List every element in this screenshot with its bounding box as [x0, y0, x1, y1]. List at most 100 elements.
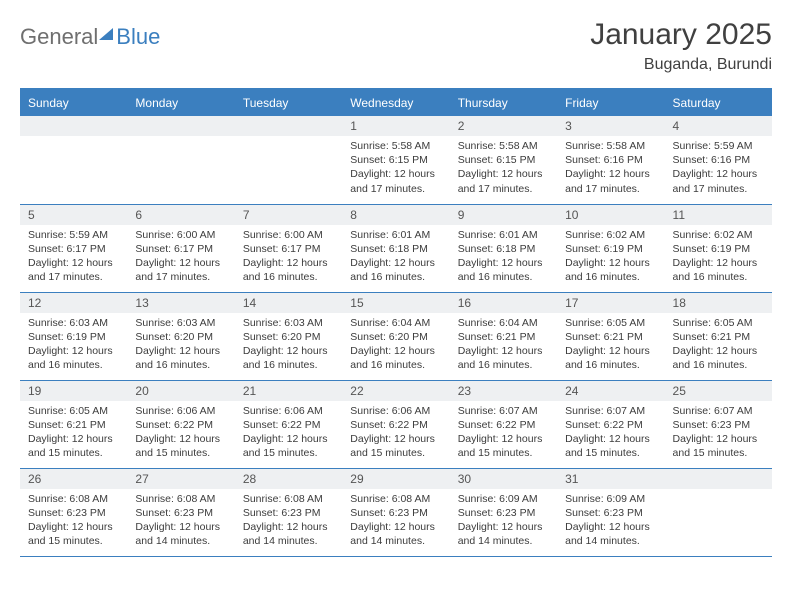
day-content: Sunrise: 6:08 AMSunset: 6:23 PMDaylight:…	[127, 489, 234, 555]
sunset-line: Sunset: 6:17 PM	[28, 242, 119, 256]
page-title: January 2025	[590, 18, 772, 52]
sunset-line: Sunset: 6:18 PM	[458, 242, 549, 256]
day-content: Sunrise: 6:09 AMSunset: 6:23 PMDaylight:…	[557, 489, 664, 555]
day-content: Sunrise: 6:03 AMSunset: 6:20 PMDaylight:…	[127, 313, 234, 379]
day-content: Sunrise: 6:01 AMSunset: 6:18 PMDaylight:…	[450, 225, 557, 291]
sunrise-line: Sunrise: 6:06 AM	[135, 404, 226, 418]
day-content: Sunrise: 5:59 AMSunset: 6:16 PMDaylight:…	[665, 136, 772, 202]
calendar-day: 15Sunrise: 6:04 AMSunset: 6:20 PMDayligh…	[342, 292, 449, 380]
day-number: 9	[450, 205, 557, 225]
daylight-line: Daylight: 12 hours and 17 minutes.	[135, 256, 226, 284]
calendar-day: 13Sunrise: 6:03 AMSunset: 6:20 PMDayligh…	[127, 292, 234, 380]
day-content: Sunrise: 6:04 AMSunset: 6:21 PMDaylight:…	[450, 313, 557, 379]
calendar-row: 12Sunrise: 6:03 AMSunset: 6:19 PMDayligh…	[20, 292, 772, 380]
sunrise-line: Sunrise: 6:07 AM	[673, 404, 764, 418]
title-block: January 2025 Buganda, Burundi	[590, 18, 772, 74]
calendar-day: 6Sunrise: 6:00 AMSunset: 6:17 PMDaylight…	[127, 204, 234, 292]
calendar-day: 27Sunrise: 6:08 AMSunset: 6:23 PMDayligh…	[127, 468, 234, 556]
calendar-day-empty	[127, 116, 234, 204]
day-number: 23	[450, 381, 557, 401]
day-content: Sunrise: 6:05 AMSunset: 6:21 PMDaylight:…	[665, 313, 772, 379]
sunrise-line: Sunrise: 6:09 AM	[565, 492, 656, 506]
sunrise-line: Sunrise: 6:01 AM	[458, 228, 549, 242]
sunset-line: Sunset: 6:15 PM	[458, 153, 549, 167]
day-content: Sunrise: 6:06 AMSunset: 6:22 PMDaylight:…	[127, 401, 234, 467]
calendar-body: 1Sunrise: 5:58 AMSunset: 6:15 PMDaylight…	[20, 116, 772, 556]
day-content: Sunrise: 6:00 AMSunset: 6:17 PMDaylight:…	[235, 225, 342, 291]
day-content: Sunrise: 5:58 AMSunset: 6:15 PMDaylight:…	[342, 136, 449, 202]
daylight-line: Daylight: 12 hours and 16 minutes.	[673, 344, 764, 372]
day-number: 22	[342, 381, 449, 401]
logo: General Blue	[20, 24, 160, 50]
calendar-day: 1Sunrise: 5:58 AMSunset: 6:15 PMDaylight…	[342, 116, 449, 204]
location-label: Buganda, Burundi	[590, 56, 772, 74]
daylight-line: Daylight: 12 hours and 16 minutes.	[565, 344, 656, 372]
day-number: 1	[342, 116, 449, 136]
sunset-line: Sunset: 6:18 PM	[350, 242, 441, 256]
sunrise-line: Sunrise: 6:05 AM	[673, 316, 764, 330]
sunset-line: Sunset: 6:21 PM	[458, 330, 549, 344]
sunset-line: Sunset: 6:22 PM	[565, 418, 656, 432]
sunrise-line: Sunrise: 6:03 AM	[243, 316, 334, 330]
daylight-line: Daylight: 12 hours and 15 minutes.	[28, 520, 119, 548]
day-number: 24	[557, 381, 664, 401]
day-content: Sunrise: 5:58 AMSunset: 6:16 PMDaylight:…	[557, 136, 664, 202]
day-content: Sunrise: 6:07 AMSunset: 6:23 PMDaylight:…	[665, 401, 772, 467]
sunrise-line: Sunrise: 6:09 AM	[458, 492, 549, 506]
calendar-day: 23Sunrise: 6:07 AMSunset: 6:22 PMDayligh…	[450, 380, 557, 468]
calendar-day: 7Sunrise: 6:00 AMSunset: 6:17 PMDaylight…	[235, 204, 342, 292]
day-number: 5	[20, 205, 127, 225]
sunset-line: Sunset: 6:16 PM	[565, 153, 656, 167]
day-number: 19	[20, 381, 127, 401]
daylight-line: Daylight: 12 hours and 15 minutes.	[565, 432, 656, 460]
day-number: 26	[20, 469, 127, 489]
calendar-day: 4Sunrise: 5:59 AMSunset: 6:16 PMDaylight…	[665, 116, 772, 204]
sunset-line: Sunset: 6:19 PM	[565, 242, 656, 256]
daylight-line: Daylight: 12 hours and 16 minutes.	[565, 256, 656, 284]
day-content: Sunrise: 6:08 AMSunset: 6:23 PMDaylight:…	[235, 489, 342, 555]
daylight-line: Daylight: 12 hours and 17 minutes.	[28, 256, 119, 284]
sunset-line: Sunset: 6:22 PM	[243, 418, 334, 432]
day-number: 21	[235, 381, 342, 401]
calendar-day: 28Sunrise: 6:08 AMSunset: 6:23 PMDayligh…	[235, 468, 342, 556]
day-content: Sunrise: 6:05 AMSunset: 6:21 PMDaylight:…	[557, 313, 664, 379]
sunrise-line: Sunrise: 6:00 AM	[135, 228, 226, 242]
daylight-line: Daylight: 12 hours and 15 minutes.	[243, 432, 334, 460]
daylight-line: Daylight: 12 hours and 16 minutes.	[135, 344, 226, 372]
day-content: Sunrise: 6:07 AMSunset: 6:22 PMDaylight:…	[557, 401, 664, 467]
day-content: Sunrise: 6:06 AMSunset: 6:22 PMDaylight:…	[342, 401, 449, 467]
weekday-header: Monday	[127, 89, 234, 116]
calendar-table: SundayMondayTuesdayWednesdayThursdayFrid…	[20, 88, 772, 557]
daylight-line: Daylight: 12 hours and 14 minutes.	[243, 520, 334, 548]
weekday-header: Saturday	[665, 89, 772, 116]
day-content: Sunrise: 6:06 AMSunset: 6:22 PMDaylight:…	[235, 401, 342, 467]
sunset-line: Sunset: 6:22 PM	[135, 418, 226, 432]
day-content: Sunrise: 6:05 AMSunset: 6:21 PMDaylight:…	[20, 401, 127, 467]
day-content: Sunrise: 6:01 AMSunset: 6:18 PMDaylight:…	[342, 225, 449, 291]
day-content: Sunrise: 6:09 AMSunset: 6:23 PMDaylight:…	[450, 489, 557, 555]
day-number: 15	[342, 293, 449, 313]
sunrise-line: Sunrise: 6:08 AM	[135, 492, 226, 506]
calendar-day: 22Sunrise: 6:06 AMSunset: 6:22 PMDayligh…	[342, 380, 449, 468]
daylight-line: Daylight: 12 hours and 16 minutes.	[243, 256, 334, 284]
day-number: 31	[557, 469, 664, 489]
calendar-day-empty	[20, 116, 127, 204]
calendar-day: 5Sunrise: 5:59 AMSunset: 6:17 PMDaylight…	[20, 204, 127, 292]
sunrise-line: Sunrise: 6:05 AM	[565, 316, 656, 330]
day-content: Sunrise: 5:59 AMSunset: 6:17 PMDaylight:…	[20, 225, 127, 291]
logo-triangle-icon	[99, 28, 113, 40]
sunrise-line: Sunrise: 5:59 AM	[673, 139, 764, 153]
daylight-line: Daylight: 12 hours and 17 minutes.	[350, 167, 441, 195]
day-number: 12	[20, 293, 127, 313]
day-content: Sunrise: 5:58 AMSunset: 6:15 PMDaylight:…	[450, 136, 557, 202]
day-content: Sunrise: 6:02 AMSunset: 6:19 PMDaylight:…	[665, 225, 772, 291]
sunrise-line: Sunrise: 5:59 AM	[28, 228, 119, 242]
day-number: 27	[127, 469, 234, 489]
day-number: 10	[557, 205, 664, 225]
sunset-line: Sunset: 6:20 PM	[350, 330, 441, 344]
calendar-day: 2Sunrise: 5:58 AMSunset: 6:15 PMDaylight…	[450, 116, 557, 204]
calendar-day: 8Sunrise: 6:01 AMSunset: 6:18 PMDaylight…	[342, 204, 449, 292]
calendar-row: 5Sunrise: 5:59 AMSunset: 6:17 PMDaylight…	[20, 204, 772, 292]
day-number: 30	[450, 469, 557, 489]
sunrise-line: Sunrise: 6:07 AM	[565, 404, 656, 418]
